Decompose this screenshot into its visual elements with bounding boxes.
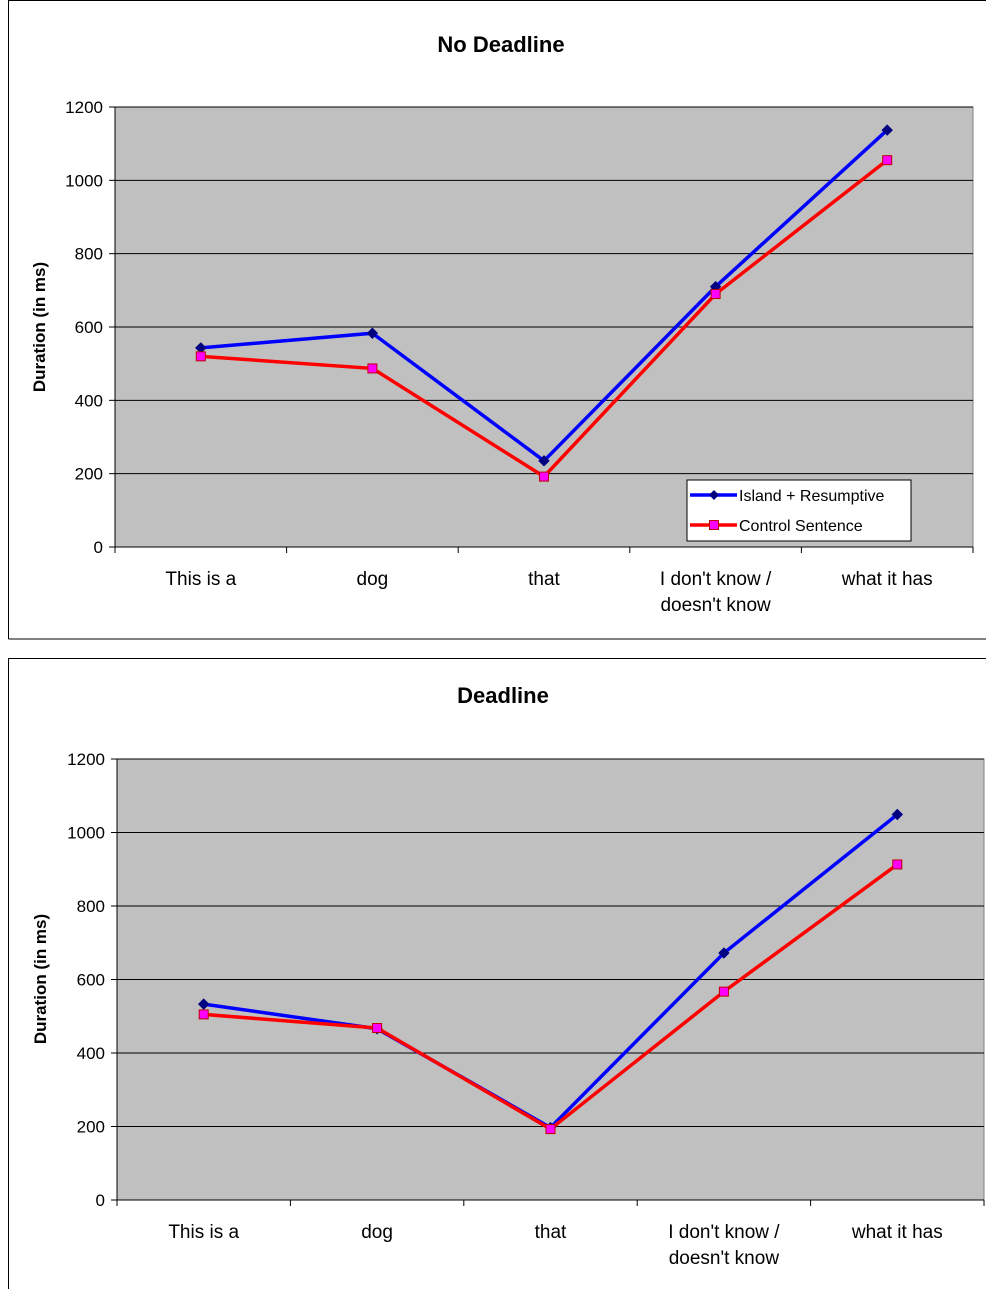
y-tick-label: 200 [77,1118,105,1137]
y-tick-label: 1000 [65,171,103,190]
y-tick-label: 0 [96,1191,105,1210]
x-tick-label-line: that [535,1222,567,1243]
y-tick-label: 400 [77,1044,105,1063]
y-tick-label: 800 [77,897,105,916]
y-tick-label: 200 [75,465,103,484]
y-tick-label: 1200 [67,750,105,769]
x-tick-label: dog [357,569,389,590]
y-tick-label: 1000 [67,824,105,843]
y-tick-label: 600 [75,318,103,337]
data-point-diamond [881,124,893,136]
chart-deadline: Deadline 0 200 400 600 800 1000 1200 This is a do… [0,658,986,1289]
x-tick-label: I don't know / doesn't know [660,569,772,616]
x-tick-label-line: doesn't know [660,595,771,616]
y-tick-label: 600 [77,971,105,990]
chart-title: Deadline [457,683,549,708]
x-tick-label: what it has [841,569,933,590]
legend-label: Control Sentence [739,518,863,535]
x-tick-label-line: This is a [165,569,236,590]
legend-label: Island + Resumptive [739,488,885,505]
legend-marker-square [709,520,719,530]
legend-box [686,479,912,542]
data-point-square [198,1009,209,1020]
x-tick-label: that [528,569,560,590]
data-point-diamond [891,808,904,821]
data-point-diamond [718,947,730,959]
x-tick-label-line: dog [357,569,389,590]
x-tick-label-line: that [528,569,560,590]
data-point-square [718,986,729,997]
chart-border [8,0,986,640]
chart-border [8,658,986,1289]
x-tick-label: that [535,1222,567,1243]
y-axis-label: Duration (in ms) [31,914,50,1044]
legend-marker-diamond [709,490,719,500]
x-tick-label: I don't know / doesn't know [668,1222,780,1269]
data-point-square [882,155,893,166]
y-tick-label: 0 [94,538,103,557]
y-tick-label: 1200 [65,98,103,117]
chart-no-deadline: No Deadline 0 200 400 600 800 1000 1200 This is … [0,0,986,640]
x-tick-label-line: what it has [851,1222,943,1243]
x-tick-label-line: I don't know / [660,569,772,590]
x-tick-label: This is a [165,569,236,590]
x-tick-label-line: I don't know / [668,1222,780,1243]
y-axis-label: Duration (in ms) [30,262,49,392]
x-tick-label: what it has [851,1222,943,1243]
data-point-square [545,1124,556,1135]
data-point-square [710,289,721,299]
chart-title: No Deadline [437,32,564,57]
x-tick-label-line: doesn't know [669,1248,780,1269]
x-tick-label: This is a [168,1222,239,1243]
data-point-square [539,471,549,482]
data-point-diamond [366,327,379,339]
x-tick-label-line: This is a [168,1222,239,1243]
chart-svg-deadline: Deadline 0 200 400 600 800 1000 1200 This is a do… [8,658,986,1289]
data-point-diamond [197,998,210,1010]
data-point-square [195,351,206,362]
data-point-square [372,1023,383,1034]
x-tick-label-line: what it has [841,569,933,590]
data-point-diamond [538,455,550,467]
data-point-square [892,859,903,870]
data-point-square [367,363,378,374]
y-tick-label: 800 [75,245,103,264]
x-tick-label-line: dog [361,1222,393,1243]
y-tick-label: 400 [75,391,103,410]
chart-svg-no-deadline: No Deadline 0 200 400 600 800 1000 1200 This is … [8,0,986,640]
x-tick-label: dog [361,1222,393,1243]
